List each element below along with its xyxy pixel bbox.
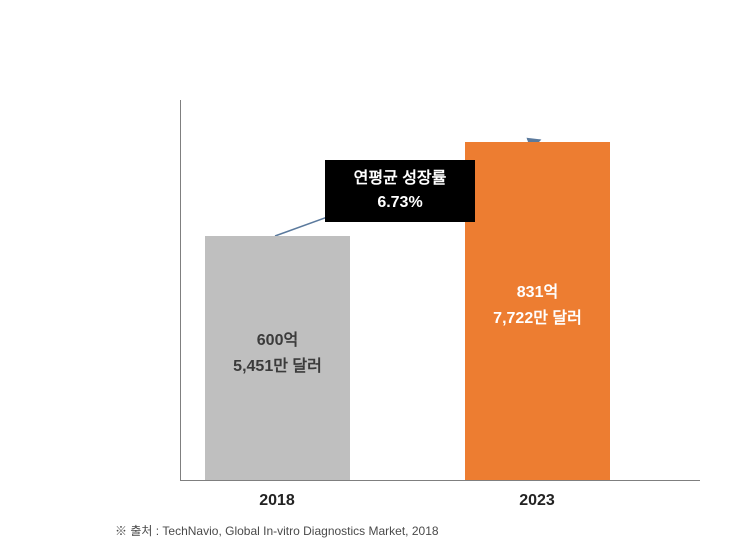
x-tick-2023: 2023 <box>497 492 577 510</box>
source-footnote: ※ 출처 : TechNavio, Global In-vitro Diagno… <box>115 522 439 539</box>
cagr-value: 6.73% <box>325 191 475 215</box>
growth-arrow <box>0 0 752 556</box>
cagr-callout: 연평균 성장률 6.73% <box>325 160 475 222</box>
x-tick-2018: 2018 <box>237 492 317 510</box>
bar-2018: 600억5,451만 달러 <box>205 236 350 480</box>
bar-2023-value-label: 831억7,722만 달러 <box>465 280 610 331</box>
bar-2018-value-label: 600억5,451만 달러 <box>205 328 350 379</box>
bar-2023: 831억7,722만 달러 <box>465 142 610 480</box>
cagr-title: 연평균 성장률 <box>325 167 475 191</box>
market-growth-bar-chart: 600억5,451만 달러 831억7,722만 달러 연평균 성장률 6.73%… <box>0 0 752 556</box>
